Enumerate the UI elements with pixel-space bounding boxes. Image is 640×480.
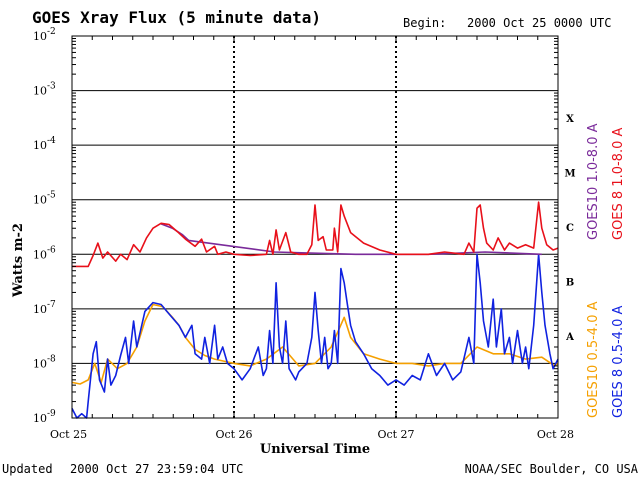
x-tick-label: Oct 28 <box>537 428 574 441</box>
x-tick-label: Oct 27 <box>377 428 414 441</box>
series-line-0 <box>160 223 542 256</box>
y-tick-label: 10 <box>33 303 47 316</box>
flare-class-label: B <box>566 278 574 289</box>
y-tick-exponent: -2 <box>47 27 56 37</box>
updated-value: 2000 Oct 27 23:59:04 UTC <box>70 462 243 476</box>
x-axis-label: Universal Time <box>260 442 370 457</box>
y-tick-label: 10 <box>33 85 47 98</box>
y-tick-label: 10 <box>33 357 47 370</box>
y-tick-exponent: -7 <box>47 300 56 310</box>
y-tick-label: 10 <box>33 139 47 152</box>
series-layer <box>71 201 559 419</box>
flare-class-label: C <box>566 223 574 234</box>
grid-layer <box>72 35 558 419</box>
legend-goes10-short: GOES10 0.5-4.0 A <box>586 301 601 418</box>
y-tick-exponent: -3 <box>47 82 56 92</box>
flare-class-label: X <box>566 114 574 125</box>
y-tick-label: 10 <box>33 194 47 207</box>
series-line-1 <box>72 201 559 268</box>
y-axis-label: Watts m-2 <box>11 223 26 298</box>
y-tick-exponent: -4 <box>47 136 56 146</box>
y-tick-label: 10 <box>33 248 47 261</box>
begin-label: Begin: <box>403 16 446 30</box>
y-axis-label-text: Watts m-2 <box>11 223 26 298</box>
legend-goes10-long: GOES10 1.0-8.0 A <box>586 123 601 240</box>
y-tick-label: 10 <box>33 412 47 425</box>
x-tick-label: Oct 26 <box>215 428 252 441</box>
begin-value: 2000 Oct 25 0000 UTC <box>467 16 612 30</box>
y-tick-exponent: -6 <box>47 245 56 255</box>
plot-frame <box>71 35 559 419</box>
flare-class-label: A <box>565 332 574 343</box>
legend: GOES10 1.0-8.0 A GOES 8 1.0-8.0 A GOES10… <box>586 123 626 418</box>
y-tick-exponent: -9 <box>47 409 56 419</box>
series-line-2 <box>71 303 559 385</box>
legend-goes8-short: GOES 8 0.5-4.0 A <box>611 306 626 418</box>
y-tick-exponent: -5 <box>47 191 56 201</box>
y-tick-exponent: -8 <box>47 354 56 364</box>
series-line-3 <box>71 253 559 419</box>
y-tick-label: 10 <box>33 30 47 43</box>
chart-title: GOES Xray Flux (5 minute data) <box>32 8 321 27</box>
legend-goes8-long: GOES 8 1.0-8.0 A <box>611 128 626 240</box>
source-credit: NOAA/SEC Boulder, CO USA <box>465 462 639 476</box>
x-tick-label: Oct 25 <box>50 428 87 441</box>
updated-label: Updated <box>2 462 53 476</box>
flare-class-label: M <box>564 168 575 179</box>
